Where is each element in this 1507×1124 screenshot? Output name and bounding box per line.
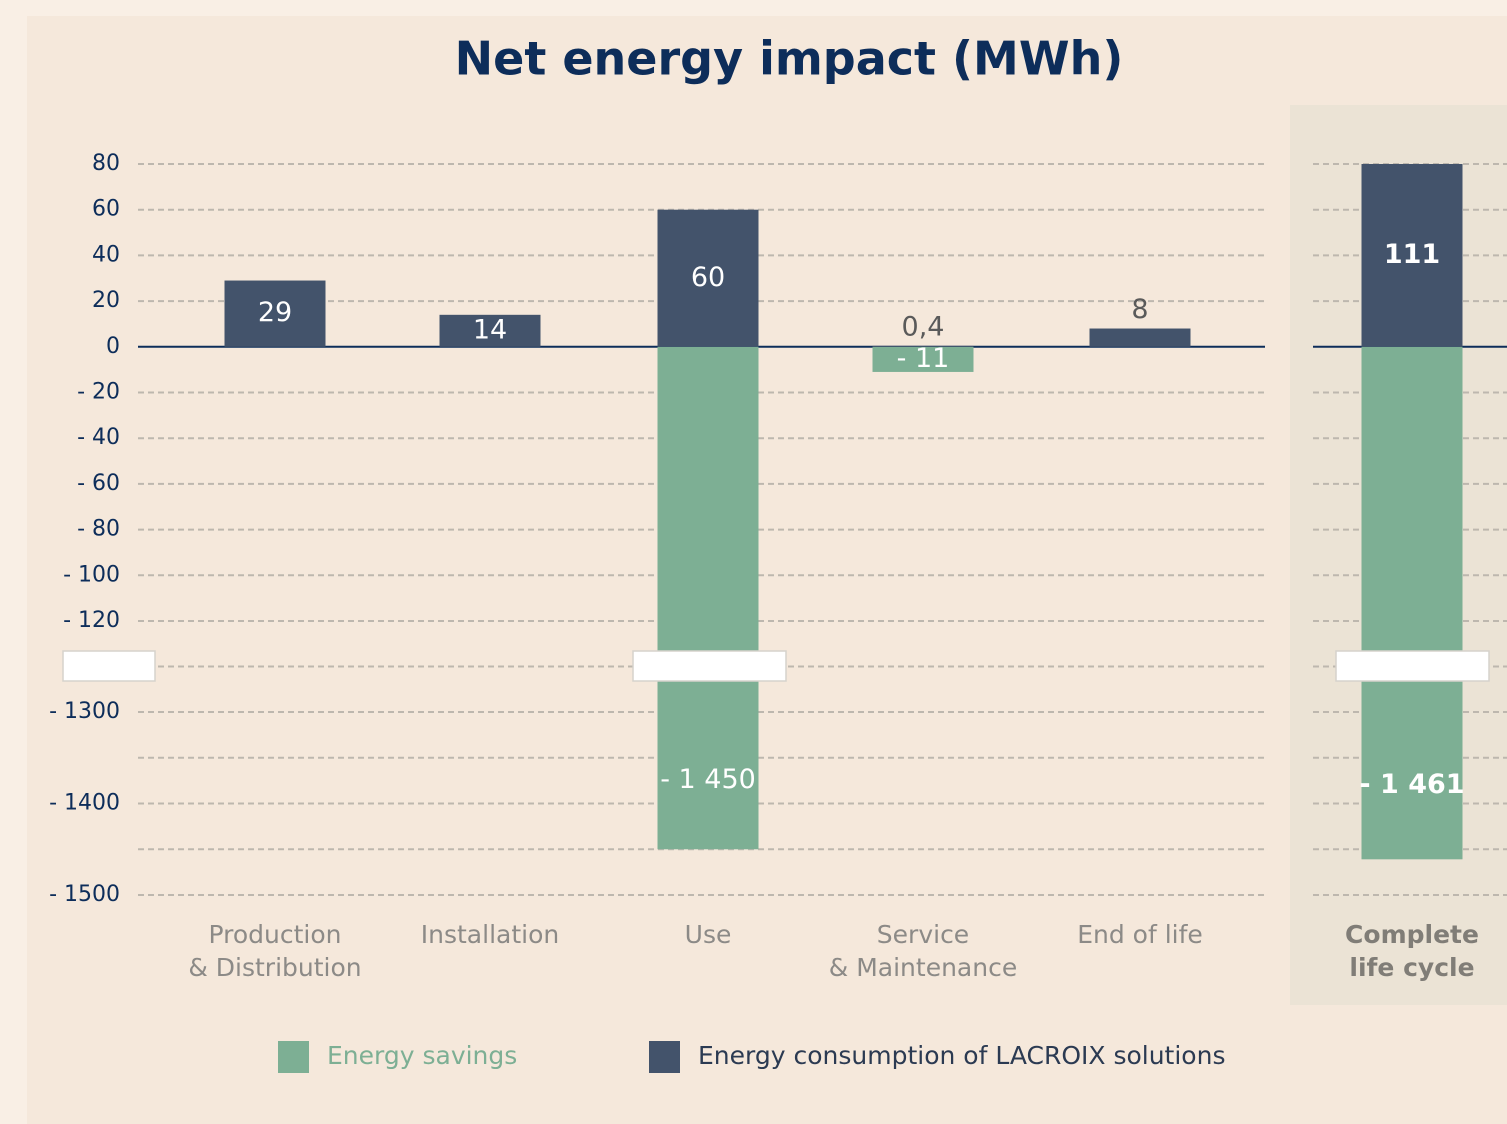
y-tick-label: - 60 — [77, 471, 120, 496]
chart-title: Net energy impact (MWh) — [455, 32, 1124, 86]
background — [27, 16, 1507, 1124]
y-tick-label: - 120 — [63, 608, 120, 633]
legend-label: Energy consumption of LACROIX solutions — [698, 1041, 1226, 1070]
y-tick-label: 40 — [92, 242, 120, 267]
legend-swatch — [278, 1041, 309, 1073]
y-tick-label: 80 — [92, 151, 120, 176]
bar — [872, 345, 974, 347]
y-tick-label: - 20 — [77, 380, 120, 405]
bar — [657, 209, 759, 347]
overlay: - 1 450 - 11 - 1 461 29 14 60 0,4 8 111 — [62, 239, 1490, 1073]
axis-break — [632, 650, 787, 682]
value-label: - 1 461 — [1359, 769, 1464, 800]
x-tick-label: Production & Distribution — [188, 920, 362, 982]
value-label: 14 — [473, 314, 507, 345]
y-tick-label: - 1500 — [49, 882, 120, 907]
x-tick-label: Service & Maintenance — [828, 920, 1018, 982]
y-tick-label: - 100 — [63, 562, 120, 587]
bar — [224, 280, 326, 347]
axis-break — [1335, 650, 1490, 682]
value-label: - 11 — [897, 343, 950, 374]
x-tick-label: Complete life cycle — [1345, 920, 1479, 982]
y-tick-label: 60 — [92, 197, 120, 222]
bar — [657, 346, 759, 850]
y-tick-label: 20 — [92, 288, 120, 313]
y-tick-label: 0 — [106, 334, 120, 359]
value-label: - 1 450 — [660, 764, 756, 795]
bar — [1361, 346, 1463, 860]
x-tick-label: Installation — [420, 920, 560, 949]
y-tick-label: - 40 — [77, 425, 120, 450]
bar — [1361, 164, 1463, 347]
value-label: 0,4 — [902, 311, 945, 342]
bar — [1089, 328, 1191, 347]
axis-break — [62, 650, 156, 682]
y-tick-label: - 1300 — [49, 699, 120, 724]
value-label: 29 — [258, 297, 292, 328]
legend-label: Energy savings — [327, 1041, 518, 1070]
y-tick-label: - 80 — [77, 517, 120, 542]
x-tick-label: Use — [684, 920, 732, 949]
bars — [224, 164, 1463, 860]
value-label: 8 — [1131, 294, 1148, 325]
bar — [872, 346, 974, 372]
x-tick-label: End of life — [1077, 920, 1203, 949]
value-label: 111 — [1384, 239, 1440, 270]
y-tick-label: - 1400 — [49, 791, 120, 816]
bar — [439, 314, 541, 347]
value-label: 60 — [691, 262, 725, 293]
legend-swatch — [649, 1041, 680, 1073]
